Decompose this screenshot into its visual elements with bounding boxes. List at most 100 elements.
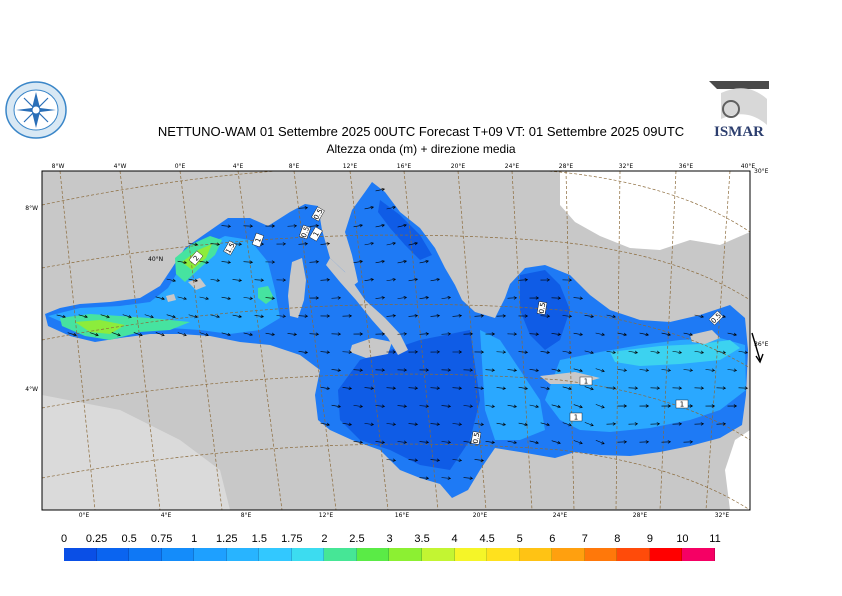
bottom-longitude-ticks: 0°E 4°E 8°E 12°E 16°E 20°E 24°E 28°E 32°E: [79, 512, 730, 519]
direction-arrow: [199, 296, 209, 301]
direction-arrow: [507, 332, 518, 336]
legend-label: 0.25: [85, 533, 108, 545]
direction-arrow: [628, 386, 639, 390]
direction-arrow: [342, 422, 353, 427]
graticule: [42, 171, 750, 510]
direction-arrow: [705, 404, 716, 408]
top-tick-label: 4°W: [114, 163, 127, 170]
map-title: NETTUNO-WAM 01 Settembre 2025 00UTC Fore…: [157, 124, 685, 139]
direction-arrow: [738, 350, 749, 355]
legend-label: 3.5: [414, 533, 430, 545]
svg-text:0.5: 0.5: [538, 302, 548, 314]
direction-arrow: [474, 350, 485, 354]
direction-arrow: [408, 350, 419, 354]
direction-arrow: [485, 332, 496, 336]
direction-arrow: [672, 422, 683, 426]
legend-swatch: [129, 548, 162, 561]
direction-arrow: [188, 314, 198, 319]
svg-text:2: 2: [192, 254, 201, 263]
direction-arrow: [408, 314, 419, 318]
direction-arrow: [672, 350, 683, 355]
svg-text:1: 1: [680, 401, 684, 409]
direction-arrow: [595, 404, 605, 409]
direction-arrow: [221, 296, 232, 301]
svg-text:1: 1: [254, 237, 263, 244]
direction-arrow: [155, 332, 165, 337]
direction-arrow: [188, 242, 199, 246]
direction-arrow: [573, 296, 584, 300]
direction-arrow: [507, 368, 518, 372]
direction-arrow: [397, 223, 407, 228]
direction-arrow: [551, 332, 562, 336]
direction-arrow: [573, 332, 584, 337]
direction-arrow: [265, 224, 276, 228]
sea-deep-east: [338, 330, 480, 470]
direction-arrow: [452, 458, 463, 462]
direction-arrow: [606, 422, 617, 426]
contour-label: 1: [251, 232, 265, 248]
direction-arrow: [562, 314, 573, 318]
direction-arrow: [386, 458, 397, 462]
direction-arrow: [309, 332, 320, 336]
legend-label: 6: [549, 533, 556, 545]
direction-arrow: [397, 368, 408, 372]
direction-arrow: [518, 422, 529, 427]
contour-label: 1: [569, 412, 583, 422]
direction-arrow: [617, 404, 628, 408]
direction-arrow: [276, 314, 287, 318]
direction-arrow: [518, 386, 529, 391]
contour-label: 0.5: [536, 301, 548, 315]
direction-arrow: [78, 314, 88, 319]
direction-arrow: [683, 368, 694, 372]
direction-arrow: [408, 386, 419, 390]
direction-arrow: [584, 350, 594, 355]
direction-arrow: [243, 296, 254, 300]
direction-arrow: [617, 332, 628, 337]
top-tick-label: 16°E: [397, 163, 412, 170]
direction-arrow: [562, 278, 573, 282]
direction-arrow: [507, 404, 518, 409]
legend-label: 5: [516, 533, 523, 545]
direction-arrow: [243, 332, 253, 337]
legend-swatch: [422, 548, 455, 561]
direction-arrow: [375, 332, 386, 336]
direction-arrow: [650, 386, 661, 390]
legend-swatch: [682, 548, 715, 561]
direction-arrow: [430, 350, 441, 354]
east-white-area: [725, 430, 750, 510]
direction-arrow: [518, 278, 529, 282]
direction-arrow: [419, 476, 430, 480]
direction-arrow: [551, 296, 562, 300]
direction-arrow: [320, 422, 331, 427]
direction-arrow: [606, 386, 617, 390]
right-ticks: 30°E 36°E: [754, 168, 769, 348]
direction-arrow: [474, 386, 485, 390]
direction-arrow: [573, 440, 583, 445]
direction-arrow: [617, 440, 628, 444]
legend-swatch: [454, 548, 488, 561]
top-longitude-ticks: 8°W 4°W 0°E 4°E 8°E 12°E 16°E 20°E 24°E 28°E 32°E 3…: [52, 163, 756, 170]
legend-swatch: [552, 548, 585, 561]
direction-arrow: [210, 314, 220, 319]
legend-swatch: [259, 548, 292, 561]
direction-arrow: [210, 242, 221, 246]
direction-arrow: [540, 350, 551, 354]
svg-text:0.5: 0.5: [300, 226, 311, 239]
direction-arrow: [496, 386, 507, 390]
direction-arrow: [430, 314, 441, 318]
direction-arrow: [562, 386, 572, 391]
direction-arrow: [232, 278, 243, 282]
direction-arrow: [540, 422, 550, 427]
direction-arrow: [452, 422, 463, 426]
island-balearic-small: [166, 294, 176, 302]
top-tick-label: 32°E: [619, 163, 634, 170]
direction-arrow: [716, 350, 727, 355]
legend-label: 0: [60, 533, 68, 545]
direction-arrow: [408, 241, 418, 246]
direction-arrow: [100, 314, 110, 319]
legend-colorbar: [64, 548, 715, 561]
top-tick-label: 12°E: [343, 163, 358, 170]
direction-arrow: [397, 440, 408, 444]
left-tick-label: 8°W: [25, 205, 38, 212]
